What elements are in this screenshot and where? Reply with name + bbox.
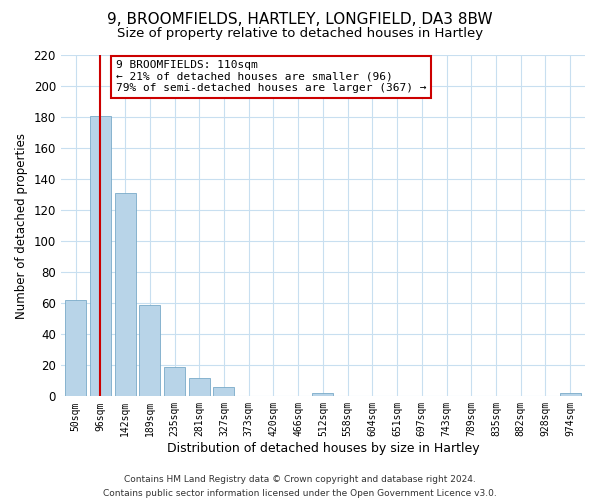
Bar [214,387,235,396]
Bar [164,367,185,396]
Text: Size of property relative to detached houses in Hartley: Size of property relative to detached ho… [117,28,483,40]
Text: 9 BROOMFIELDS: 110sqm
← 21% of detached houses are smaller (96)
79% of semi-deta: 9 BROOMFIELDS: 110sqm ← 21% of detached … [116,60,427,94]
Bar [313,393,334,396]
Text: 9, BROOMFIELDS, HARTLEY, LONGFIELD, DA3 8BW: 9, BROOMFIELDS, HARTLEY, LONGFIELD, DA3 … [107,12,493,28]
Text: Contains HM Land Registry data © Crown copyright and database right 2024.
Contai: Contains HM Land Registry data © Crown c… [103,476,497,498]
Bar [115,193,136,396]
Bar [65,300,86,396]
Y-axis label: Number of detached properties: Number of detached properties [15,132,28,318]
Bar [189,378,210,396]
X-axis label: Distribution of detached houses by size in Hartley: Distribution of detached houses by size … [167,442,479,455]
Bar [560,393,581,396]
Bar [139,305,160,396]
Bar [90,116,111,396]
